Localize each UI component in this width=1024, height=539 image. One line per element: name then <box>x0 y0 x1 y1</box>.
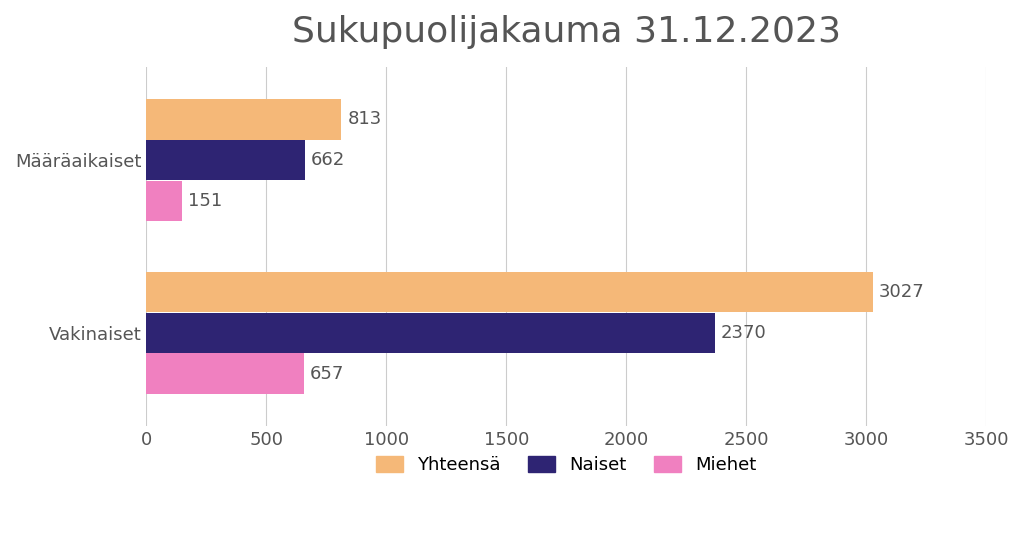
Bar <box>146 99 341 140</box>
Text: 657: 657 <box>310 364 344 383</box>
Text: 662: 662 <box>311 151 345 169</box>
Bar <box>146 181 182 222</box>
Text: 2370: 2370 <box>721 323 767 342</box>
Bar <box>146 140 305 181</box>
Text: 3027: 3027 <box>879 283 925 301</box>
Legend: Yhteensä, Naiset, Miehet: Yhteensä, Naiset, Miehet <box>369 449 764 481</box>
Text: 151: 151 <box>188 192 223 210</box>
Text: 813: 813 <box>347 110 382 128</box>
Bar <box>146 313 715 353</box>
Bar <box>146 272 872 312</box>
Bar <box>146 354 304 393</box>
Title: Sukupuolijakauma 31.12.2023: Sukupuolijakauma 31.12.2023 <box>292 15 841 49</box>
